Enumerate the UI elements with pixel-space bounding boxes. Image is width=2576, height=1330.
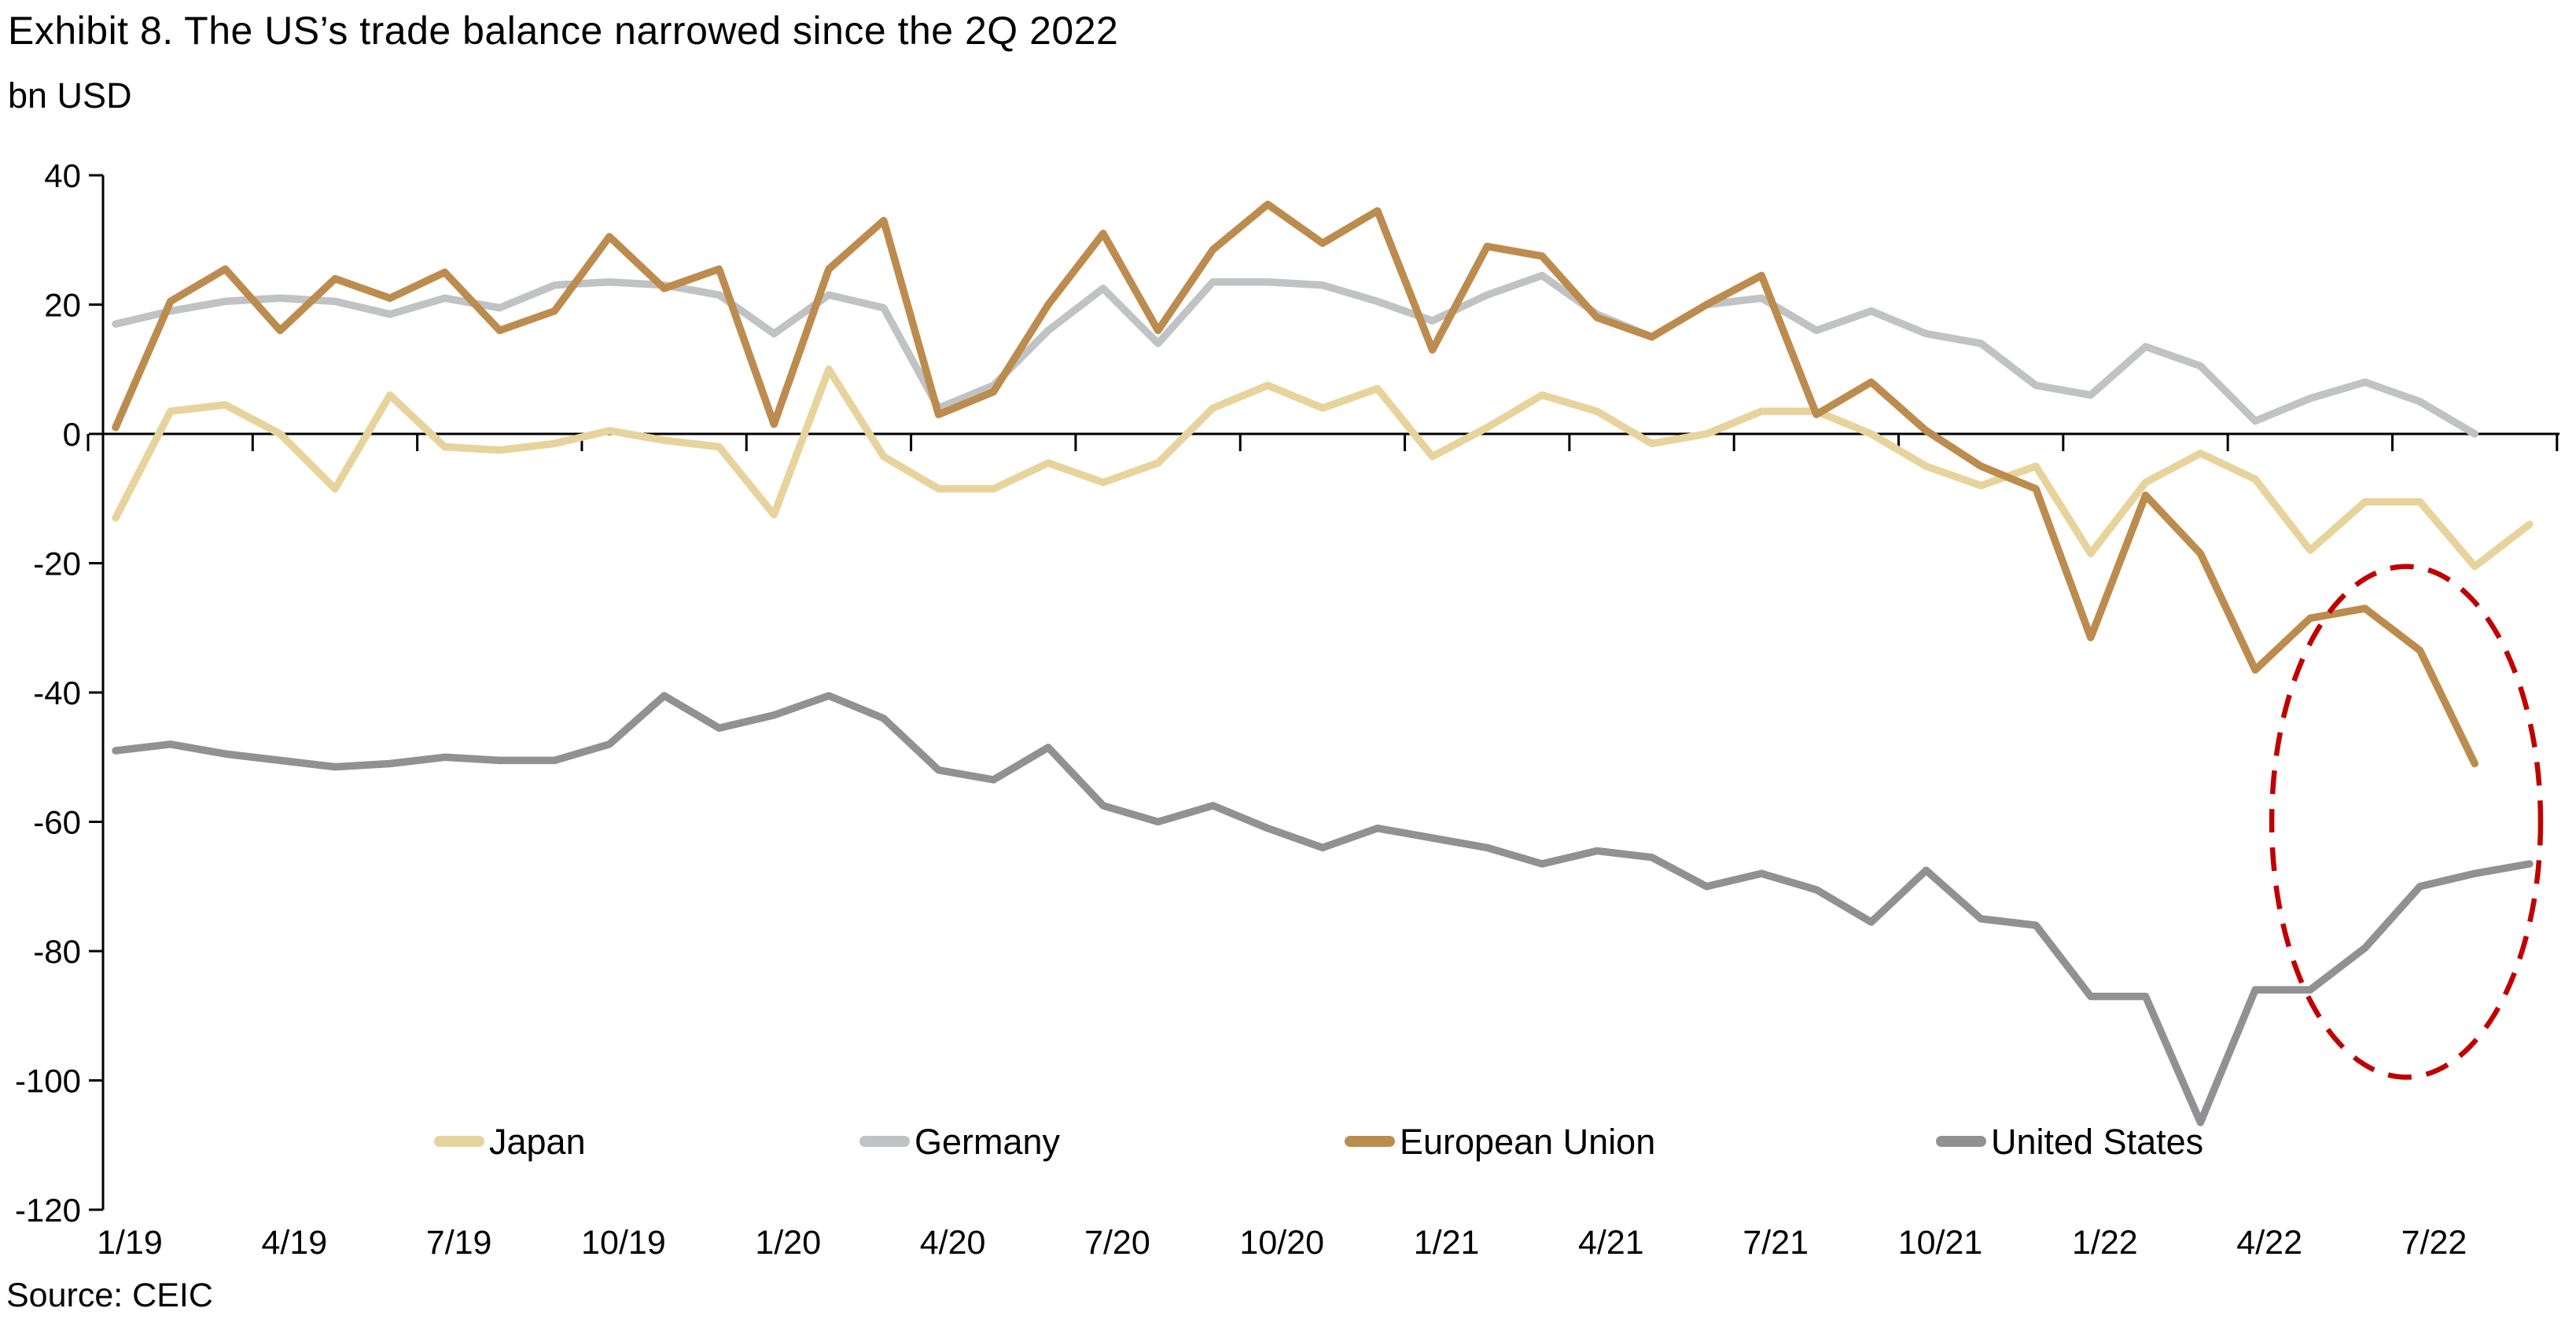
x-tick-label: 4/20 [920, 1224, 986, 1262]
legend-item-germany: Germany [859, 1122, 1061, 1162]
x-tick-label: 7/22 [2401, 1224, 2467, 1262]
legend-swatch-united-states [1936, 1136, 1986, 1147]
series-line-germany [112, 271, 2478, 438]
y-tick-label: -80 [33, 933, 81, 970]
x-tick-label: 4/22 [2236, 1224, 2302, 1262]
legend-label: United States [1991, 1122, 2203, 1162]
highlight-ellipse-annotation [2269, 564, 2544, 1080]
x-tick-label: 7/21 [1742, 1224, 1809, 1262]
source-note: Source: CEIC [6, 1277, 213, 1314]
legend-swatch-japan [434, 1136, 484, 1147]
series-line-european-union [112, 200, 2478, 768]
y-tick-label: -20 [33, 546, 81, 582]
y-tick-label: 0 [63, 416, 81, 453]
x-tick-label: 1/22 [2072, 1224, 2138, 1262]
legend-swatch-germany [859, 1136, 910, 1147]
y-tick-label: -40 [33, 674, 81, 711]
legend-swatch-european-union [1345, 1136, 1395, 1147]
y-tick-label: 40 [44, 157, 81, 194]
y-tick-label: 20 [44, 287, 81, 324]
x-tick-label: 4/21 [1578, 1224, 1644, 1262]
y-tick-label: -120 [15, 1192, 81, 1229]
x-tick-label: 4/19 [261, 1224, 327, 1262]
page-title: Exhibit 8. The US’s trade balance narrow… [8, 9, 1119, 53]
x-tick-label: 1/21 [1414, 1224, 1480, 1262]
y-tick-label: -60 [33, 804, 81, 841]
legend-item-japan: Japan [434, 1122, 586, 1162]
series-line-united-states [112, 692, 2534, 1126]
x-tick-label: 10/20 [1239, 1224, 1324, 1262]
legend-label: Germany [914, 1122, 1061, 1162]
series-line-japan [112, 366, 2534, 571]
legend-label: European Union [1400, 1122, 1655, 1162]
legend-item-european-union: European Union [1345, 1122, 1655, 1162]
legend-label: Japan [489, 1122, 586, 1162]
legend-item-united-states: United States [1936, 1122, 2203, 1162]
x-tick-label: 10/19 [581, 1224, 666, 1262]
x-tick-label: 10/21 [1898, 1224, 1983, 1262]
axis-units-label: bn USD [8, 75, 132, 116]
y-tick-label: -100 [15, 1063, 81, 1100]
x-tick-label: 1/19 [97, 1224, 163, 1262]
x-tick-label: 7/19 [426, 1224, 492, 1262]
x-tick-label: 7/20 [1084, 1224, 1150, 1262]
x-tick-label: 1/20 [755, 1224, 821, 1262]
